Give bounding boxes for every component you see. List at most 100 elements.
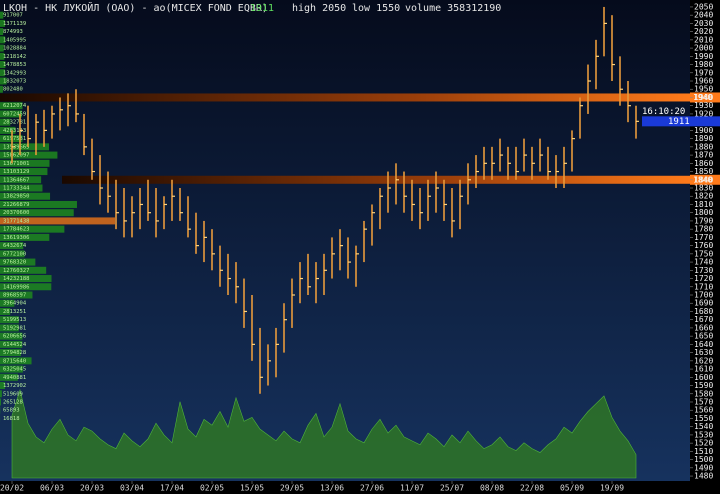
level-box [690, 92, 720, 103]
profile-bar [0, 390, 2, 398]
x-tick-label: 08/08 [480, 484, 504, 493]
profile-bar [0, 200, 77, 208]
y-tick-label: 1540 [694, 422, 713, 431]
profile-label: 9768320 [3, 260, 26, 266]
y-tick-label: 1800 [694, 208, 713, 217]
profile-label: 2813251 [3, 309, 26, 315]
profile-bar [0, 19, 5, 27]
profile-bar [0, 291, 33, 299]
profile-label: 13619306 [3, 235, 30, 241]
y-tick-label: 1700 [694, 290, 713, 299]
y-tick-label: 1690 [694, 299, 713, 308]
y-tick-label: 1980 [694, 60, 713, 69]
y-tick-label: 1960 [694, 77, 713, 86]
profile-label: 3964904 [3, 301, 27, 307]
y-tick-label: 1580 [694, 389, 713, 398]
profile-label: 1478853 [3, 62, 26, 68]
profile-bar [0, 233, 50, 241]
profile-bar [0, 69, 5, 77]
x-tick-label: 03/04 [120, 484, 144, 493]
profile-label: 8715640 [3, 358, 26, 364]
profile-bar [0, 382, 5, 390]
x-tick-label: 17/04 [160, 484, 184, 493]
high: high 2050 [292, 3, 346, 14]
last-price: 1911 [250, 3, 274, 14]
y-tick-label: 1940 [694, 93, 713, 102]
profile-bar [0, 110, 22, 118]
profile-label: 6212074 [3, 103, 27, 109]
level-box [690, 174, 720, 185]
y-tick-label: 2020 [694, 27, 713, 36]
x-tick-label: 13/06 [320, 484, 344, 493]
profile-label: 6772100 [3, 251, 26, 257]
y-tick-label: 1670 [694, 315, 713, 324]
profile-label: 6206656 [3, 334, 26, 340]
profile-bar [0, 332, 23, 340]
profile-label: 265128 [3, 399, 23, 405]
y-tick-label: 2050 [694, 2, 713, 11]
symbol: LKOH - НК ЛУКОЙЛ (ОАО) - ао(MICEX FOND E… [3, 1, 268, 14]
y-tick-label: 2030 [694, 19, 713, 28]
level-line [0, 93, 690, 102]
last-time: 16:10:20 [642, 107, 685, 117]
profile-bar [0, 266, 47, 274]
profile-label: 1405995 [3, 37, 26, 43]
y-tick-label: 1850 [694, 167, 713, 176]
profile-label: 1028884 [3, 46, 27, 52]
profile-label: 4283113 [3, 128, 26, 134]
y-tick-label: 1930 [694, 101, 713, 110]
y-tick-label: 1820 [694, 192, 713, 201]
profile-label: 17784623 [3, 227, 30, 233]
profile-label: 16818 [3, 416, 20, 422]
y-tick-label: 1510 [694, 447, 713, 456]
profile-label: 8968597 [3, 292, 26, 298]
profile-label: 802480 [3, 87, 23, 93]
profile-label: 5199513 [3, 317, 26, 323]
profile-label: 6432674 [3, 243, 27, 249]
x-tick-label: 11/07 [400, 484, 424, 493]
profile-bar [0, 357, 32, 365]
profile-bar [0, 102, 23, 110]
level-label: 1940 [693, 93, 712, 102]
profile-bar [0, 36, 6, 44]
profile-bar [0, 258, 36, 266]
profile-label: 11733344 [3, 186, 30, 192]
y-tick-label: 1660 [694, 323, 713, 332]
profile-label: 14169986 [3, 284, 30, 290]
profile-bar [0, 11, 4, 19]
profile-bar [0, 52, 5, 60]
profile-bar [0, 118, 11, 126]
y-tick-label: 1770 [694, 233, 713, 242]
profile-label: 13829850 [3, 194, 30, 200]
profile-bar [0, 28, 4, 36]
y-tick-label: 1630 [694, 348, 713, 357]
y-tick-label: 1970 [694, 68, 713, 77]
profile-bar [0, 151, 58, 159]
profile-label: 1372902 [3, 383, 26, 389]
profile-label: 11364667 [3, 177, 30, 183]
profile-label: 5192981 [3, 325, 26, 331]
profile-label: 874993 [3, 29, 23, 35]
profile-bar [0, 316, 19, 324]
profile-bar [0, 242, 24, 250]
y-tick-label: 1570 [694, 397, 713, 406]
profile-label: 1832073 [3, 79, 26, 85]
profile-bar [0, 398, 1, 406]
x-tick-label: 02/05 [200, 484, 224, 493]
y-tick-label: 1620 [694, 356, 713, 365]
profile-bar [0, 283, 52, 291]
y-tick-label: 1720 [694, 274, 713, 283]
level-label: 1840 [693, 175, 712, 184]
y-tick-label: 1550 [694, 414, 713, 423]
volume: volume 358312190 [405, 3, 501, 14]
profile-bar [0, 299, 15, 307]
profile-label: 4940881 [3, 375, 26, 381]
date-axis-panel [0, 481, 720, 494]
x-tick-label: 29/05 [280, 484, 304, 493]
profile-label: 5794828 [3, 350, 26, 356]
profile-label: 65893 [3, 408, 20, 414]
profile-bar [0, 192, 51, 200]
y-tick-label: 1520 [694, 439, 713, 448]
